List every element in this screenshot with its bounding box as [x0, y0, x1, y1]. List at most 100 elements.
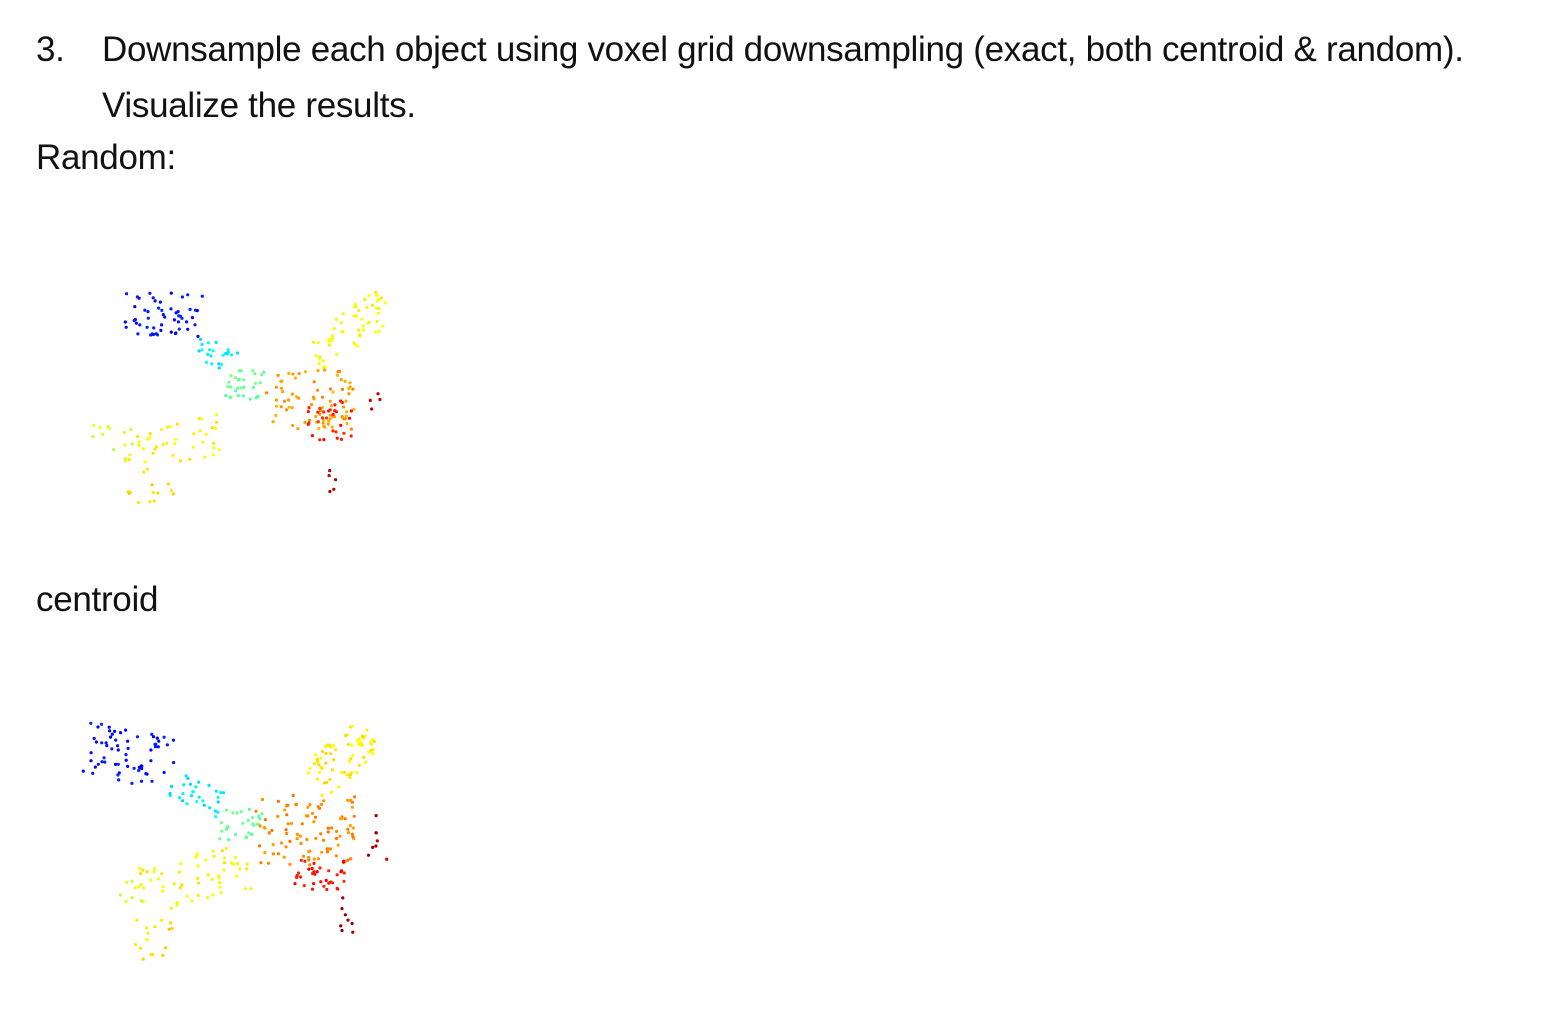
cloud-point	[339, 437, 344, 441]
cloud-point	[186, 776, 190, 780]
cloud-point	[204, 360, 209, 364]
cloud-point	[236, 386, 240, 390]
cloud-point	[340, 387, 345, 391]
cloud-point	[324, 761, 328, 765]
cloud-point	[160, 918, 164, 922]
cloud-point	[286, 822, 290, 826]
cloud-point	[375, 299, 380, 303]
cloud-point	[152, 869, 156, 874]
cloud-point	[173, 331, 178, 336]
cloud-point	[165, 425, 169, 429]
cloud-point	[172, 318, 176, 322]
cloud-point	[168, 425, 172, 429]
cloud-point	[321, 359, 325, 363]
cloud-point	[145, 772, 149, 776]
cloud-point	[119, 731, 123, 735]
cloud-point	[161, 953, 165, 957]
cloud-point	[289, 821, 294, 825]
cloud-point	[217, 881, 222, 885]
cloud-point	[334, 836, 339, 840]
cloud-point	[171, 492, 175, 496]
cloud-point	[138, 866, 142, 871]
cloud-point	[307, 858, 311, 862]
cloud-point	[114, 762, 118, 766]
cloud-point	[165, 743, 169, 747]
cloud-point	[169, 307, 173, 311]
cloud-point	[307, 855, 311, 859]
cloud-point	[168, 921, 173, 925]
cloud-point	[224, 846, 228, 851]
cloud-point	[350, 724, 354, 728]
cloud-point	[91, 435, 95, 439]
cloud-point	[169, 330, 173, 334]
cloud-point	[281, 390, 285, 394]
cloud-point	[270, 828, 274, 833]
cloud-point	[260, 797, 265, 802]
cloud-point	[198, 337, 203, 341]
cloud-point	[89, 751, 93, 755]
cloud-point	[170, 784, 174, 788]
cloud-point	[320, 765, 324, 769]
cloud-point	[260, 812, 264, 816]
cloud-point	[320, 416, 325, 420]
cloud-point	[168, 792, 172, 796]
cloud-point	[116, 744, 120, 748]
cloud-point	[197, 795, 201, 799]
cloud-point	[258, 816, 262, 821]
cloud-point	[96, 762, 100, 766]
cloud-point	[124, 728, 128, 732]
cloud-point	[100, 741, 104, 745]
cloud-point	[200, 417, 204, 421]
cloud-point	[211, 349, 215, 353]
cloud-point	[383, 301, 388, 305]
cloud-point	[346, 858, 350, 862]
cloud-point	[153, 742, 157, 747]
cloud-point	[345, 773, 349, 777]
cloud-point	[196, 864, 200, 868]
cloud-point	[125, 880, 129, 884]
task-number: 3.	[36, 30, 65, 69]
cloud-point	[248, 397, 252, 401]
cloud-point	[172, 882, 176, 886]
cloud-point	[364, 760, 368, 764]
cloud-point	[186, 293, 190, 297]
cloud-point	[137, 885, 141, 889]
cloud-point	[151, 735, 156, 739]
cloud-point	[331, 390, 335, 394]
cloud-point	[342, 405, 346, 409]
cloud-point	[358, 333, 362, 337]
cloud-point	[349, 427, 353, 431]
cloud-point	[211, 453, 215, 457]
cloud-point	[247, 807, 251, 811]
cloud-point	[328, 413, 332, 417]
cloud-point	[353, 342, 357, 347]
cloud-point	[178, 314, 182, 318]
cloud-point	[291, 372, 295, 376]
cloud-point	[150, 779, 154, 783]
cloud-point	[217, 874, 221, 878]
cloud-point	[330, 425, 334, 429]
cloud-point	[279, 386, 284, 390]
cloud-point	[242, 378, 246, 382]
cloud-point	[239, 386, 243, 390]
cloud-point	[306, 771, 310, 775]
cloud-point	[323, 365, 327, 369]
cloud-point	[177, 327, 181, 331]
cloud-point	[179, 886, 183, 890]
cloud-point	[349, 798, 353, 802]
cloud-point	[344, 399, 348, 403]
cloud-point	[350, 921, 354, 926]
cloud-point	[279, 841, 284, 845]
cloud-point	[362, 755, 366, 759]
cloud-point	[316, 388, 320, 392]
cloud-point	[254, 809, 258, 813]
cloud-point	[146, 931, 150, 935]
cloud-point	[342, 770, 346, 774]
cloud-point	[350, 805, 354, 809]
cloud-point	[160, 308, 164, 312]
cloud-point	[351, 753, 355, 758]
cloud-point	[335, 373, 339, 377]
cloud-point	[317, 763, 321, 767]
cloud-point	[328, 489, 332, 494]
